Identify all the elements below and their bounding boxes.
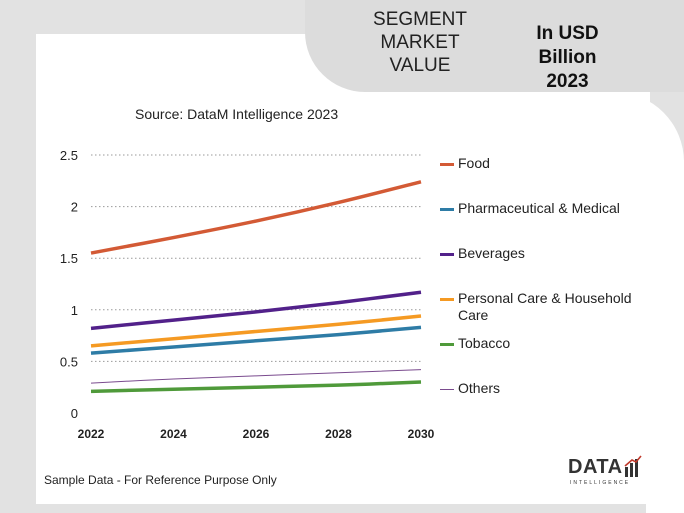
header-tab [305, 0, 684, 92]
segment-title-line-1: SEGMENT [373, 9, 467, 30]
units-line-1: In USD Billion [536, 23, 599, 68]
legend-label: Beverages [458, 245, 525, 261]
chart-card-edge [646, 160, 684, 513]
legend-swatch [440, 343, 454, 346]
x-tick-label: 2030 [408, 427, 435, 441]
logo-bars-icon [624, 455, 642, 477]
series-line-food [90, 180, 422, 255]
legend-label: Food [458, 155, 490, 171]
y-tick-label: 2.5 [60, 148, 78, 163]
logo-subtitle: INTELLIGENCE [570, 480, 631, 486]
legend-label: Pharmaceutical & Medical [458, 200, 620, 216]
y-tick-label: 1.5 [60, 251, 78, 266]
x-tick-label: 2026 [243, 427, 270, 441]
y-tick-label: 0 [71, 406, 78, 421]
series-line-others [90, 369, 422, 384]
segment-title-line-2: MARKET [380, 32, 460, 53]
legend-label: Personal Care & Household Care [458, 290, 632, 323]
series-line-personal-care [90, 314, 422, 348]
legend-label: Others [458, 380, 501, 396]
y-tick-label: 2 [71, 200, 78, 215]
y-tick-label: 1 [71, 303, 78, 318]
datam-logo: DATA INTELLIGENCE [568, 453, 648, 493]
legend-swatch [440, 298, 454, 301]
units-line-2: 2023 [546, 71, 589, 92]
series-line-pharma [90, 325, 422, 355]
legend-swatch [440, 208, 454, 211]
legend-label: Tobacco [458, 335, 511, 351]
units-label: In USD Billion 2023 [505, 22, 630, 94]
legend-swatch [440, 163, 454, 166]
logo-text: DATA [568, 456, 623, 478]
series-line-beverages [90, 290, 422, 331]
source-text: Source: DataM Intelligence 2023 [135, 106, 339, 122]
segment-title-line-3: VALUE [389, 55, 451, 76]
series-line-tobacco [90, 380, 422, 394]
chart-card [36, 34, 646, 504]
chart-card-fill [560, 92, 650, 504]
x-tick-label: 2024 [160, 427, 187, 441]
y-tick-label: 0.5 [60, 354, 78, 369]
x-tick-label: 2028 [325, 427, 352, 441]
footer-note: Sample Data - For Reference Purpose Only [44, 473, 277, 487]
legend-swatch [440, 253, 454, 256]
segment-title: SEGMENT MARKET VALUE [360, 8, 480, 77]
legend-swatch [440, 389, 454, 390]
x-tick-label: 2022 [78, 427, 105, 441]
